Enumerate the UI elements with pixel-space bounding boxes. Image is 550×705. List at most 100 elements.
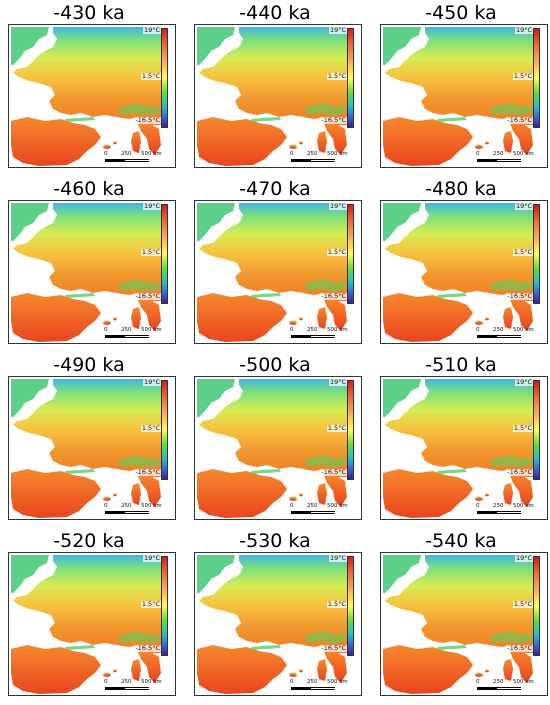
map-graphic [197, 379, 347, 518]
scale-zero: 0 [104, 503, 108, 509]
scale-bar: 0 250 500 km [104, 503, 163, 517]
colorbar-mid-label: 1.5°C [326, 72, 347, 80]
colorbar-max-label: 19°C [142, 378, 161, 386]
iberia-land [11, 645, 101, 694]
scale-mid: 250 [493, 151, 504, 157]
map-graphic [383, 379, 533, 518]
continental-land [13, 27, 161, 125]
colorbar-min-label: -16.5°C [506, 116, 533, 124]
alps-band [305, 455, 345, 467]
balearic-islands [103, 321, 111, 325]
alps-band [491, 279, 531, 291]
scale-zero: 0 [476, 679, 480, 685]
colorbar [533, 556, 540, 656]
iberia-land [197, 117, 287, 166]
iberia-land [383, 645, 473, 694]
temperature-map: 19°C 1.5°C -16.5°C 0 250 500 km [194, 552, 362, 696]
iberia-land [383, 117, 473, 166]
scale-end: 500 km [513, 503, 534, 509]
scale-zero: 0 [290, 679, 294, 685]
panel-title: -480 ka [425, 178, 497, 200]
map-panel: -530 ka [190, 530, 370, 705]
map-graphic [197, 555, 347, 694]
colorbar-min-label: -16.5°C [506, 292, 533, 300]
scale-mid: 250 [493, 503, 504, 509]
scale-mid: 250 [493, 327, 504, 333]
balearic-islands [103, 145, 111, 149]
italy-land [509, 473, 533, 507]
scale-bar: 0 250 500 km [476, 503, 535, 517]
map-graphic [11, 203, 161, 342]
colorbar-mid-label: 1.5°C [512, 424, 533, 432]
scale-bar: 0 250 500 km [290, 503, 349, 517]
panel-title: -450 ka [425, 2, 497, 24]
continental-land [385, 27, 533, 125]
scale-end: 500 km [327, 679, 348, 685]
pyrenees-band [65, 293, 95, 298]
iberia-land [11, 469, 101, 518]
continental-land [199, 203, 347, 301]
alps-band [491, 455, 531, 467]
corsica-sardinia [317, 483, 327, 505]
scale-mid: 250 [121, 679, 132, 685]
pyrenees-band [437, 293, 467, 298]
colorbar-min-label: -16.5°C [320, 468, 347, 476]
map-panel: -520 ka [4, 530, 184, 705]
colorbar-mid-label: 1.5°C [140, 600, 161, 608]
continental-land [385, 379, 533, 477]
scale-zero: 0 [104, 151, 108, 157]
alps-band [305, 279, 345, 291]
balearic-islands [289, 497, 297, 501]
pyrenees-band [251, 645, 281, 650]
italy-land [137, 297, 161, 331]
colorbar-min-label: -16.5°C [134, 644, 161, 652]
colorbar-mid-label: 1.5°C [512, 248, 533, 256]
scale-mid: 250 [307, 679, 318, 685]
panel-title: -440 ka [239, 2, 311, 24]
colorbar-mid-label: 1.5°C [512, 600, 533, 608]
corsica-sardinia [503, 307, 513, 329]
italy-land [323, 649, 347, 683]
colorbar-min-label: -16.5°C [506, 644, 533, 652]
scale-end: 500 km [141, 151, 162, 157]
panel-title: -530 ka [239, 530, 311, 552]
colorbar [161, 28, 168, 128]
colorbar-max-label: 19°C [328, 378, 347, 386]
alps-band [119, 279, 159, 291]
colorbar-max-label: 19°C [142, 26, 161, 34]
map-panel: -470 ka [190, 178, 370, 353]
pyrenees-band [437, 469, 467, 474]
continental-land [199, 379, 347, 477]
pyrenees-band [251, 469, 281, 474]
alps-band [119, 103, 159, 115]
italy-land [509, 121, 533, 155]
temperature-map: 19°C 1.5°C -16.5°C 0 250 500 km [8, 24, 176, 168]
scale-bar: 0 250 500 km [290, 327, 349, 341]
italy-land [137, 649, 161, 683]
balearic-islands [103, 673, 111, 677]
scale-end: 500 km [327, 503, 348, 509]
temperature-map: 19°C 1.5°C -16.5°C 0 250 500 km [380, 552, 548, 696]
scale-end: 500 km [513, 151, 534, 157]
corsica-sardinia [317, 307, 327, 329]
iberia-land [383, 469, 473, 518]
map-panel: -460 ka [4, 178, 184, 353]
continental-land [199, 27, 347, 125]
continental-land [385, 555, 533, 653]
balearic-islands [475, 321, 483, 325]
iberia-land [197, 293, 287, 342]
scale-bar: 0 250 500 km [104, 679, 163, 693]
scale-zero: 0 [476, 327, 480, 333]
britain-region [11, 379, 49, 417]
scale-bar: 0 250 500 km [476, 679, 535, 693]
scale-bar: 0 250 500 km [476, 151, 535, 165]
colorbar-min-label: -16.5°C [506, 468, 533, 476]
colorbar [533, 204, 540, 304]
scale-end: 500 km [327, 151, 348, 157]
map-graphic [383, 203, 533, 342]
scale-zero: 0 [104, 327, 108, 333]
colorbar-min-label: -16.5°C [320, 292, 347, 300]
panel-title: -520 ka [53, 530, 125, 552]
colorbar-min-label: -16.5°C [134, 116, 161, 124]
corsica-sardinia [131, 483, 141, 505]
